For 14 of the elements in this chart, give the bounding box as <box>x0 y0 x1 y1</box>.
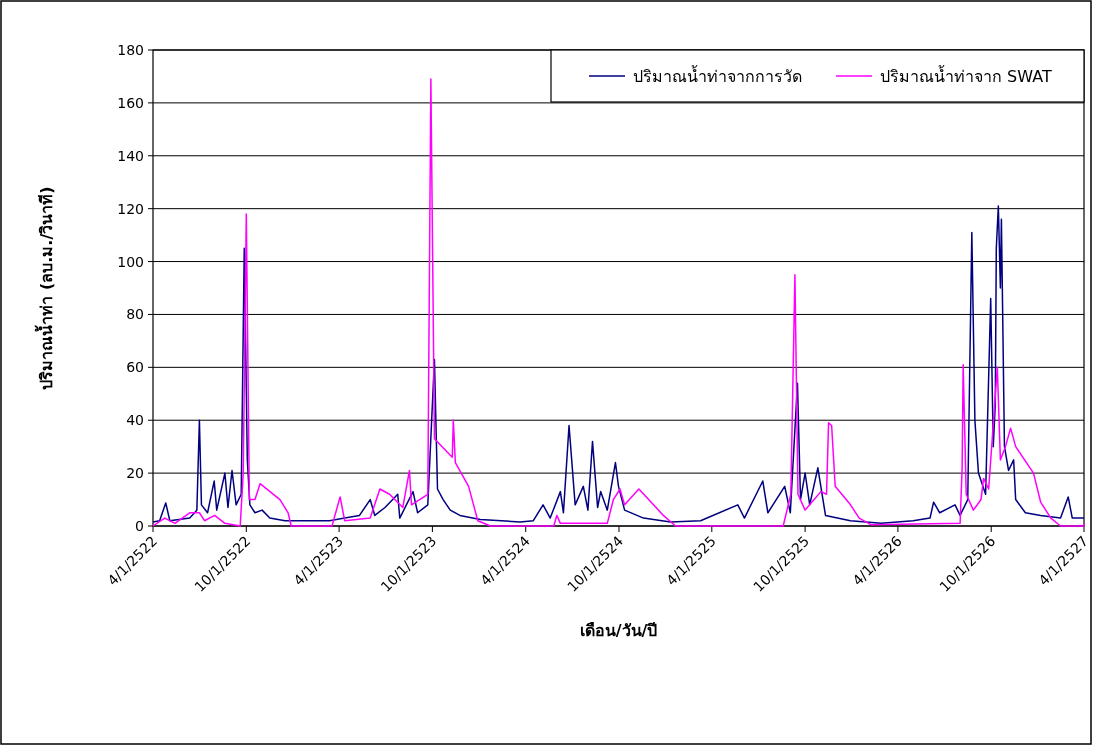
y-tick-label: 160 <box>117 94 144 111</box>
legend-label: ปริมาณน้ำท่าจาก SWAT <box>880 65 1052 86</box>
y-tick-label: 120 <box>117 200 144 217</box>
legend-label: ปริมาณน้ำท่าจากการวัด <box>633 65 802 86</box>
y-tick-label: 100 <box>117 253 144 270</box>
y-axis-title: ปริมาณน้ำท่า (ลบ.ม./วินาที) <box>34 186 56 390</box>
y-tick-label: 180 <box>117 42 144 58</box>
y-tick-label: 20 <box>126 465 144 482</box>
y-tick-label: 60 <box>126 359 144 376</box>
y-tick-label: 140 <box>117 147 144 164</box>
y-tick-label: 40 <box>126 412 144 429</box>
y-tick-label: 0 <box>135 518 144 534</box>
y-tick-label: 80 <box>126 306 144 323</box>
x-axis-title: เดือน/วัน/ปี <box>579 621 658 640</box>
